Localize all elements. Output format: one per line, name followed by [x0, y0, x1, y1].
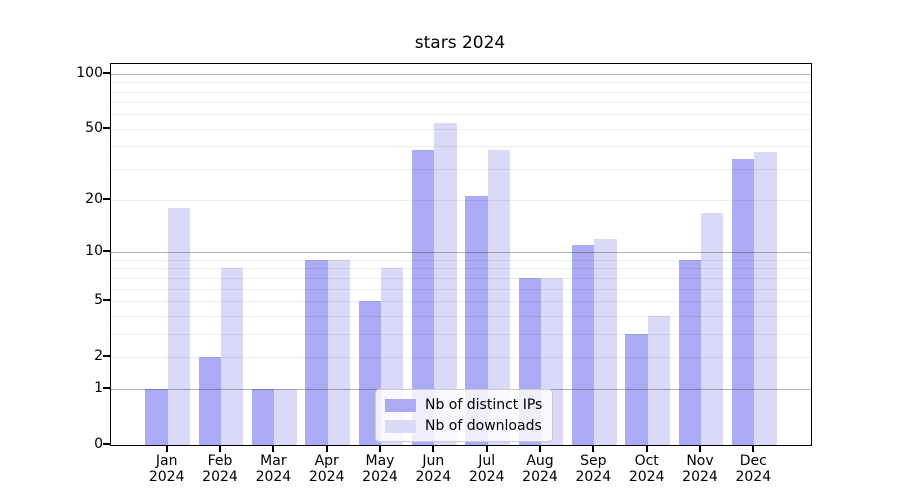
major-gridline-100 — [111, 73, 811, 75]
legend-swatch-downloads — [385, 419, 416, 433]
chart-title: stars 2024 — [414, 33, 506, 53]
legend-item-distinct-ips: Nb of distinct IPs — [385, 397, 542, 413]
minor-gridline-70 — [111, 102, 811, 104]
minor-gridline-50 — [111, 128, 811, 130]
x-tick-label-jul: Jul 2024 — [468, 453, 505, 485]
x-tick-label-jan: Jan 2024 — [148, 453, 185, 485]
bar-nb-of-downloads-jul — [487, 150, 510, 445]
x-tick-label-oct: Oct 2024 — [628, 453, 665, 485]
x-tick-mark — [752, 445, 755, 452]
y-tick-mark — [103, 354, 110, 357]
y-tick-label-1: 1 — [94, 380, 103, 397]
bar-nb-of-downloads-oct — [647, 315, 670, 445]
bar-nb-of-downloads-jan — [167, 208, 190, 445]
x-tick-mark — [219, 445, 221, 452]
minor-gridline-7 — [111, 277, 811, 279]
x-tick-label-dec: Dec 2024 — [735, 453, 772, 485]
y-tick-label-10: 10 — [85, 243, 103, 260]
minor-gridline-40 — [111, 146, 811, 148]
bar-nb-of-downloads-dec — [754, 152, 777, 445]
legend: Nb of distinct IPs Nb of downloads — [375, 389, 554, 442]
minor-gridline-60 — [111, 114, 811, 116]
x-tick-mark — [699, 445, 701, 452]
x-tick-label-aug: Aug 2024 — [522, 453, 558, 485]
x-tick-mark — [645, 445, 648, 452]
legend-swatch-distinct-ips — [385, 398, 416, 412]
minor-gridline-3 — [111, 333, 811, 335]
minor-gridline-30 — [111, 168, 811, 170]
x-tick-label-apr: Apr 2024 — [308, 453, 345, 485]
bar-nb-of-distinct-ips-dec — [732, 159, 755, 445]
x-tick-mark — [592, 445, 595, 452]
x-tick-label-mar: Mar 2024 — [255, 453, 292, 485]
bar-nb-of-distinct-ips-jan — [145, 389, 168, 445]
x-tick-mark — [325, 445, 328, 452]
y-tick-mark — [103, 443, 110, 445]
bar-nb-of-distinct-ips-jun — [412, 150, 435, 445]
y-tick-mark — [103, 387, 110, 390]
legend-label-distinct-ips: Nb of distinct IPs — [425, 397, 543, 413]
gridlines-layer — [111, 64, 811, 445]
bars-layer — [111, 64, 811, 445]
bar-nb-of-downloads-feb — [221, 268, 244, 445]
x-tick-label-sep: Sep 2024 — [575, 453, 612, 485]
y-tick-mark — [103, 126, 110, 129]
bar-nb-of-distinct-ips-apr — [305, 259, 328, 445]
x-tick-mark — [379, 445, 381, 452]
x-tick-mark — [539, 445, 541, 452]
bar-nb-of-downloads-sep — [594, 238, 617, 445]
x-tick-mark — [165, 445, 168, 452]
minor-gridline-9 — [111, 259, 811, 261]
bar-nb-of-downloads-jun — [434, 122, 457, 445]
x-tick-label-may: May 2024 — [362, 453, 398, 485]
y-tick-label-100: 100 — [76, 64, 103, 81]
x-tick-label-nov: Nov 2024 — [682, 453, 718, 485]
bar-nb-of-distinct-ips-sep — [572, 245, 595, 445]
bar-nb-of-distinct-ips-jul — [465, 196, 488, 445]
minor-gridline-4 — [111, 315, 811, 317]
minor-gridline-5 — [111, 300, 811, 302]
x-tick-label-feb: Feb 2024 — [202, 453, 238, 485]
minor-gridline-8 — [111, 268, 811, 270]
minor-gridline-6 — [111, 288, 811, 290]
legend-item-downloads: Nb of downloads — [385, 418, 542, 434]
y-tick-label-0: 0 — [94, 436, 103, 452]
y-tick-label-2: 2 — [94, 347, 103, 364]
y-tick-mark — [103, 298, 110, 301]
plot-area: Nb of distinct IPs Nb of downloads — [110, 63, 812, 446]
x-tick-mark — [272, 445, 275, 452]
y-tick-label-50: 50 — [85, 119, 103, 136]
y-tick-mark — [103, 198, 110, 201]
y-tick-mark — [103, 71, 110, 74]
bar-nb-of-distinct-ips-nov — [678, 259, 701, 445]
bar-nb-of-downloads-apr — [327, 259, 350, 445]
x-tick-mark — [485, 445, 488, 452]
y-tick-mark — [103, 250, 110, 253]
minor-gridline-90 — [111, 82, 811, 84]
legend-label-downloads: Nb of downloads — [425, 418, 542, 434]
minor-gridline-20 — [111, 200, 811, 202]
minor-gridline-80 — [111, 91, 811, 93]
bar-nb-of-distinct-ips-mar — [252, 389, 275, 445]
bar-nb-of-distinct-ips-feb — [198, 356, 221, 445]
minor-gridline-2 — [111, 356, 811, 358]
x-tick-label-jun: Jun 2024 — [415, 453, 452, 485]
major-gridline-10 — [111, 252, 811, 254]
y-tick-label-20: 20 — [85, 191, 103, 208]
y-tick-label-5: 5 — [94, 291, 103, 308]
bar-nb-of-downloads-nov — [701, 212, 724, 445]
x-tick-mark — [432, 445, 435, 452]
bar-nb-of-distinct-ips-oct — [625, 333, 648, 445]
bar-nb-of-downloads-mar — [274, 389, 297, 445]
